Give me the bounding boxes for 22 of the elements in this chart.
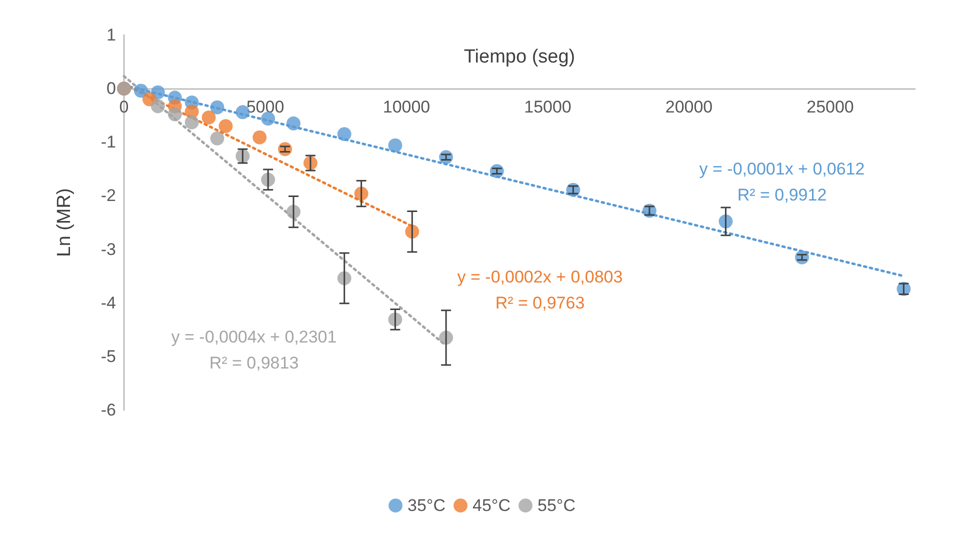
y-tick-label: 1 xyxy=(106,26,116,44)
y-tick-label: -2 xyxy=(100,186,116,206)
x-tick-label: 10000 xyxy=(382,98,430,117)
x-tick-label: 15000 xyxy=(524,98,572,117)
legend-label: 45°C xyxy=(472,496,510,515)
x-tick-label: 25000 xyxy=(806,98,854,117)
annotation: y = -0,0001x + 0,0612 R² = 0,9912 xyxy=(699,160,865,204)
x-tick-label: 0 xyxy=(119,98,129,117)
y-axis-title: Ln (MR) xyxy=(54,188,75,257)
annotation: y = -0,0004x + 0,2301 R² = 0,9813 xyxy=(171,328,337,372)
legend-label: 55°C xyxy=(537,496,576,515)
y-tick-label: -5 xyxy=(100,346,116,366)
annotation: y = -0,0002x + 0,0803 R² = 0,9763 xyxy=(457,268,623,312)
y-tick-label: -3 xyxy=(100,240,116,259)
x-tick-label: 5000 xyxy=(246,98,284,117)
legend-label: 35°C xyxy=(408,496,446,515)
y-tick-label: 0 xyxy=(106,79,116,98)
y-tick-label: -1 xyxy=(100,132,116,152)
x-tick-label: 20000 xyxy=(665,98,713,117)
y-tick-label: -6 xyxy=(100,400,116,420)
y-tick-label: -4 xyxy=(100,293,116,312)
x-axis-title: Tiempo (seg) xyxy=(464,46,576,68)
